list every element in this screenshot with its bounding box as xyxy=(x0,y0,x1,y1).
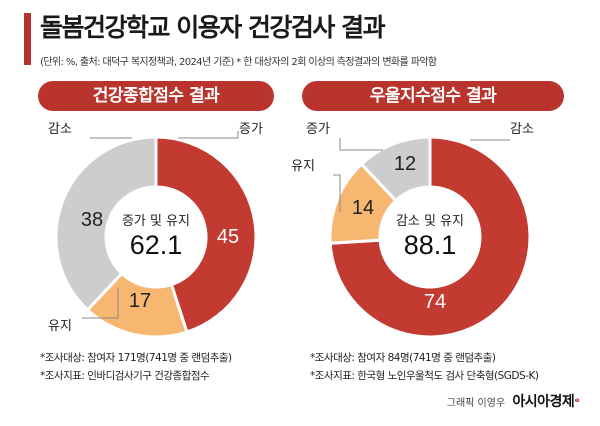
chart-1-note-1: *조사대상: 참여자 171명(741명 중 랜덤추출) xyxy=(40,352,232,364)
chart-1-hole xyxy=(107,188,205,286)
credit-text: 그래픽 이영우 xyxy=(446,398,506,409)
credit: 그래픽 이영우 아시아경제ᵉ xyxy=(447,391,580,411)
chart-2-hole xyxy=(381,188,479,286)
chart-2-slice-3-leader xyxy=(339,138,383,151)
chart-1-center-value: 62.1 xyxy=(130,230,183,260)
chart-1-slice-3-label: 감소 xyxy=(48,122,72,137)
chart-1-slice-3 xyxy=(54,135,158,313)
chart-2-slice-1-label: 감소 xyxy=(510,122,534,137)
chart-2-slice-3-value: 12 xyxy=(394,153,416,175)
title-accent-bar xyxy=(24,13,31,65)
chart-2-center-label: 감소 및 유지 xyxy=(396,214,464,229)
chart-1-note-2: *조사지표: 인바디검사기구 건강종합점수 xyxy=(40,370,210,382)
chart-1-slice-2-value: 17 xyxy=(129,290,151,312)
chart-2-center-value: 88.1 xyxy=(404,230,457,260)
chart-2-slice-3-label: 증가 xyxy=(306,122,330,137)
chart-2-slice-1 xyxy=(328,135,532,339)
page-title: 돌봄건강학교 이용자 건강검사 결과 xyxy=(40,13,386,42)
chart-2-note-2: *조사지표: 한국형 노인우울척도 검사 단축형(SGDS-K) xyxy=(310,370,539,382)
chart-2-slice-2-value: 14 xyxy=(352,197,374,219)
chart-1-slice-3-value: 38 xyxy=(81,209,103,231)
page-subtitle: (단위: %, 출처: 대덕구 복지정책과, 2024년 기준) * 한 대상자… xyxy=(40,57,437,68)
chart-2-slice-1-value: 74 xyxy=(424,291,446,313)
chart-2-slice-2-label: 유지 xyxy=(291,159,315,174)
chart-1-title: 건강종합점수 결과 xyxy=(38,81,274,111)
brand-mark-icon: ᵉ xyxy=(574,395,580,409)
chart-1-slice-1-leader xyxy=(178,131,239,139)
chart-1-center-label: 증가 및 유지 xyxy=(122,214,190,229)
chart-1-slice-1 xyxy=(154,135,258,334)
chart-1-slice-1-label: 증가 xyxy=(239,122,263,137)
brand-logo: 아시아경제 xyxy=(512,394,575,410)
chart-2-slice-3 xyxy=(359,135,432,203)
chart-2-title: 우울지수점수 결과 xyxy=(302,81,564,111)
chart-1-slice-2-leader xyxy=(82,288,119,319)
chart-1-slice-1-value: 45 xyxy=(217,226,239,248)
chart-2-slice-2-leader xyxy=(333,174,341,212)
chart-2-note-1: *조사대상: 참여자 84명(741명 중 랜덤추출) xyxy=(310,352,496,364)
chart-1-slice-2-label: 유지 xyxy=(48,319,72,334)
